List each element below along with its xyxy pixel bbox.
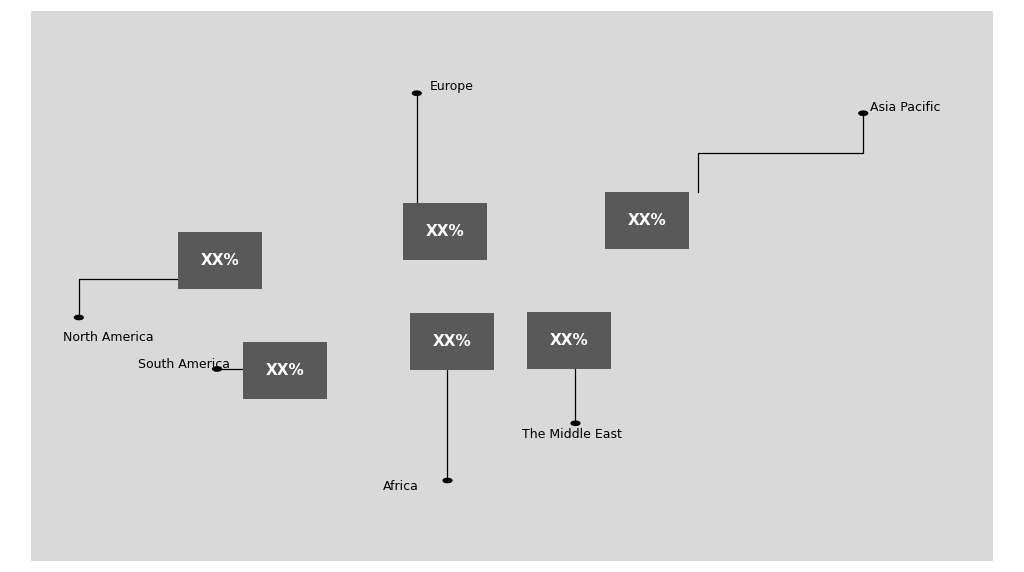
Text: XX%: XX% xyxy=(426,224,465,239)
Text: Europe: Europe xyxy=(430,81,474,93)
Text: XX%: XX% xyxy=(432,334,471,349)
Text: Asia Pacific: Asia Pacific xyxy=(870,101,941,114)
Text: XX%: XX% xyxy=(550,333,589,348)
Text: South America: South America xyxy=(138,359,230,371)
Text: XX%: XX% xyxy=(265,363,304,378)
Text: The Middle East: The Middle East xyxy=(522,428,623,441)
Text: Africa: Africa xyxy=(383,480,419,492)
Text: XX%: XX% xyxy=(628,213,667,228)
Text: North America: North America xyxy=(63,331,155,344)
Text: XX%: XX% xyxy=(201,253,240,268)
